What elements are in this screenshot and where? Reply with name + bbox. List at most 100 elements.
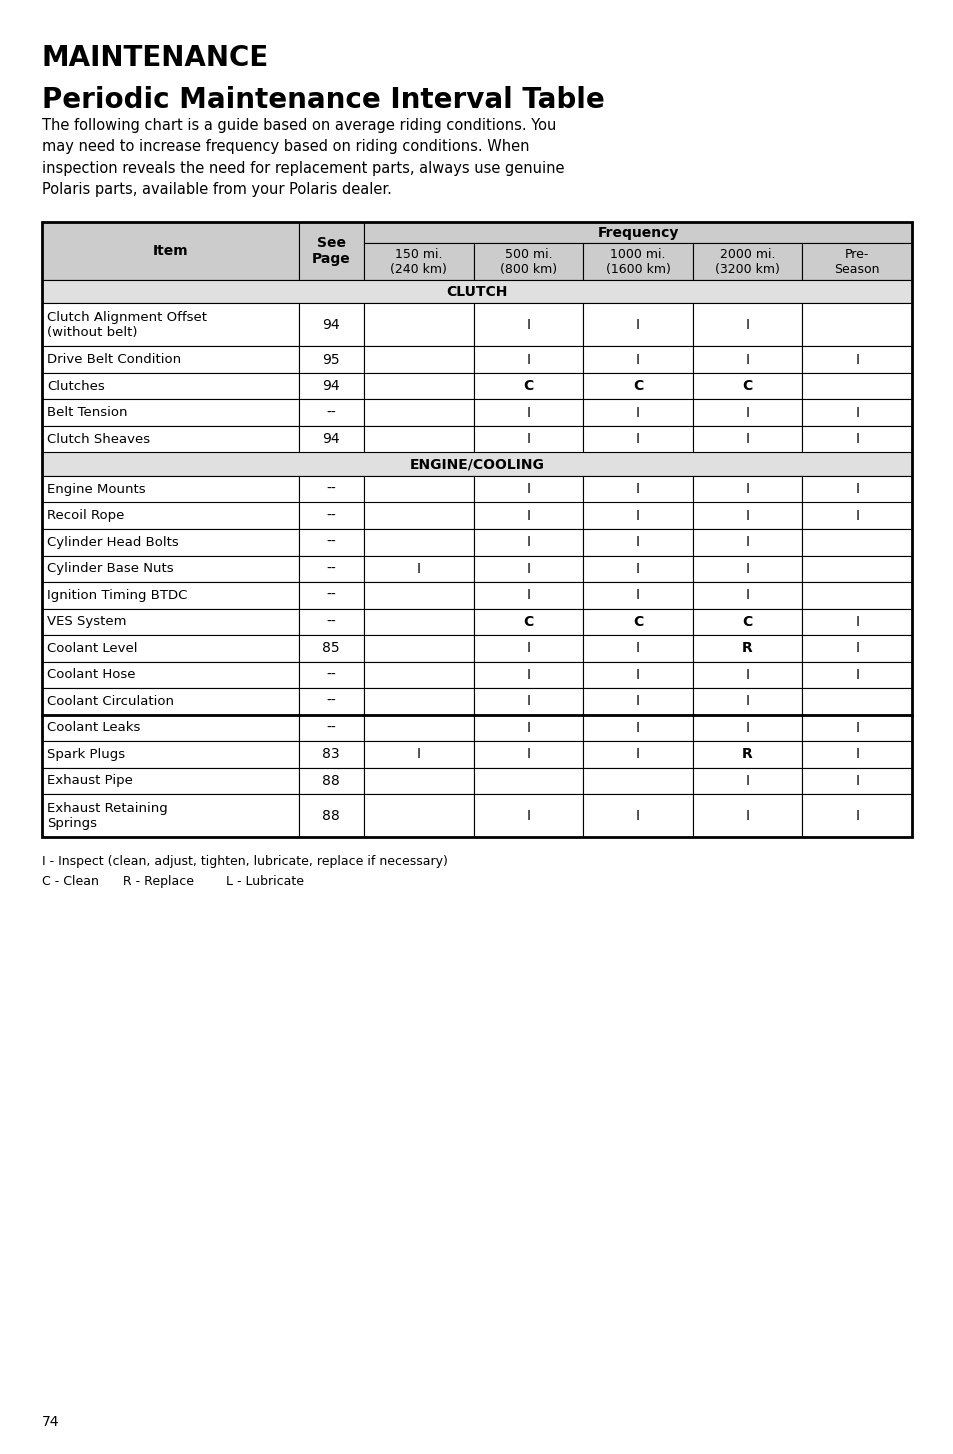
Text: 2000 mi.
(3200 km): 2000 mi. (3200 km) [715,247,780,276]
Text: --: -- [326,615,335,628]
Text: I: I [854,615,859,628]
Text: I: I [526,353,530,366]
Text: 150 mi.
(240 km): 150 mi. (240 km) [390,247,447,276]
Text: Clutches: Clutches [47,379,105,393]
Bar [582,475,692,503]
Bar [801,374,911,400]
Bar [298,222,363,281]
Bar [473,555,582,582]
Bar [473,475,582,503]
Bar [42,304,298,346]
Text: Coolant Level: Coolant Level [47,641,137,654]
Bar [582,688,692,714]
Bar [363,635,473,662]
Bar [801,688,911,714]
Bar [692,582,801,609]
Text: I: I [636,561,639,576]
Bar [298,426,363,452]
Text: 500 mi.
(800 km): 500 mi. (800 km) [499,247,557,276]
Bar [582,768,692,794]
Bar [42,426,298,452]
Text: I: I [854,432,859,446]
Text: 74: 74 [42,1415,59,1429]
Text: I: I [636,509,639,523]
Bar [363,400,473,426]
Bar [692,714,801,742]
Text: I: I [526,432,530,446]
Text: Coolant Leaks: Coolant Leaks [47,721,140,734]
Bar [42,768,298,794]
Text: C: C [632,379,642,393]
Text: I: I [745,353,749,366]
Bar [363,609,473,635]
Text: I: I [636,589,639,602]
Text: I: I [745,694,749,708]
Bar [692,503,801,529]
Bar [473,346,582,374]
Bar [582,346,692,374]
Bar [42,582,298,609]
Bar [473,688,582,714]
Bar [582,400,692,426]
Text: 85: 85 [322,641,339,656]
Text: I: I [636,808,639,823]
Bar [801,582,911,609]
Text: 94: 94 [322,318,339,332]
Bar [801,742,911,768]
Text: I: I [636,667,639,682]
Text: I: I [854,774,859,788]
Bar [298,662,363,688]
Bar [801,243,911,281]
Text: inspection reveals the need for replacement parts, always use genuine: inspection reveals the need for replacem… [42,161,564,176]
Bar [473,503,582,529]
Bar [363,688,473,714]
Text: Clutch Alignment Offset
(without belt): Clutch Alignment Offset (without belt) [47,311,207,339]
Text: Periodic Maintenance Interval Table: Periodic Maintenance Interval Table [42,86,604,113]
Bar [473,635,582,662]
Text: R: R [741,747,752,762]
Text: I: I [745,561,749,576]
Bar [42,662,298,688]
Text: I: I [636,694,639,708]
Text: MAINTENANCE: MAINTENANCE [42,44,269,73]
Bar [42,555,298,582]
Text: 1000 mi.
(1600 km): 1000 mi. (1600 km) [605,247,670,276]
Bar [298,346,363,374]
Bar [692,794,801,838]
Bar [42,635,298,662]
Bar [801,609,911,635]
Bar [298,503,363,529]
Bar [298,768,363,794]
Bar [42,222,911,838]
Bar [473,400,582,426]
Bar [801,555,911,582]
Bar [363,529,473,555]
Text: Coolant Circulation: Coolant Circulation [47,695,173,708]
Text: --: -- [326,589,335,602]
Bar [692,742,801,768]
Text: I: I [526,483,530,496]
Text: C: C [741,615,752,628]
Text: I: I [636,318,639,332]
Bar [363,582,473,609]
Text: C: C [522,379,533,393]
Text: 88: 88 [322,808,340,823]
Text: 95: 95 [322,353,339,366]
Text: I: I [745,483,749,496]
Bar [42,609,298,635]
Bar [298,374,363,400]
Text: I: I [854,483,859,496]
Bar [42,400,298,426]
Bar [298,635,363,662]
Text: I: I [636,641,639,656]
Text: Item: Item [152,244,188,257]
Text: Ignition Timing BTDC: Ignition Timing BTDC [47,589,187,602]
Bar [692,374,801,400]
Bar [363,222,911,243]
Bar [692,346,801,374]
Bar [298,714,363,742]
Text: I: I [745,509,749,523]
Text: I: I [526,561,530,576]
Text: I: I [745,589,749,602]
Text: I: I [636,721,639,734]
